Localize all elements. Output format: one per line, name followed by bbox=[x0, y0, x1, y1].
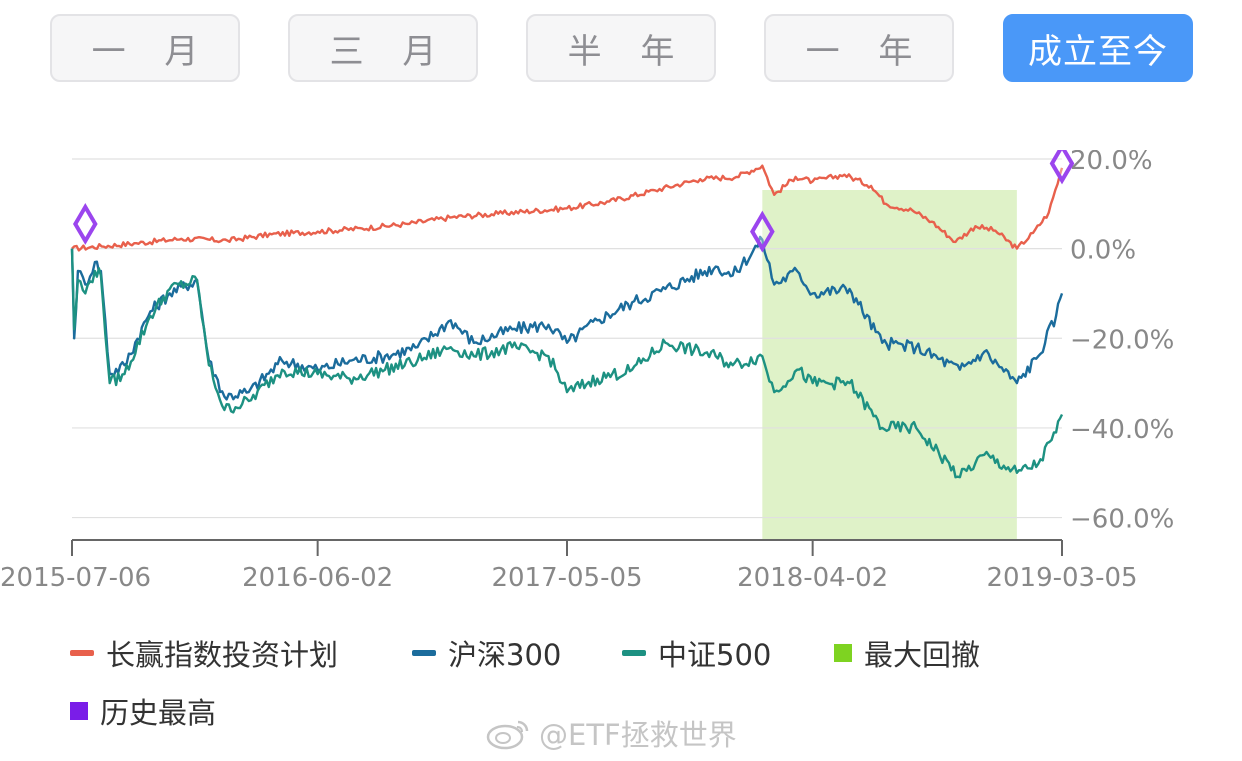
tab-half-year[interactable]: 半 年 bbox=[526, 14, 716, 82]
tab-three-months[interactable]: 三 月 bbox=[288, 14, 478, 82]
series-layer bbox=[70, 164, 1064, 479]
x-tick-label: 2015-07-06 bbox=[0, 563, 151, 593]
legend-swatch-plan bbox=[70, 650, 94, 656]
series-line-hs300 bbox=[70, 235, 1064, 401]
legend-swatch-history-high bbox=[70, 702, 88, 720]
drawdown-layer bbox=[762, 190, 1017, 540]
series-line-plan bbox=[71, 164, 1064, 252]
series-line-zz500 bbox=[70, 248, 1064, 479]
x-tick-label: 2019-03-05 bbox=[986, 563, 1137, 593]
weibo-icon bbox=[486, 720, 529, 750]
y-tick-label: −20.0% bbox=[1070, 325, 1174, 355]
legend-item-hs300[interactable]: 沪深300 bbox=[412, 632, 561, 674]
legend-item-zz500[interactable]: 中证500 bbox=[622, 632, 771, 674]
y-tick-label: 0.0% bbox=[1070, 236, 1136, 266]
y-tick-label: 20.0% bbox=[1070, 150, 1153, 176]
range-tabs: 一 月 三 月 半 年 一 年 成立至今 bbox=[0, 0, 1242, 100]
legend-item-max-drawdown[interactable]: 最大回撤 bbox=[834, 632, 980, 674]
tab-since-inception[interactable]: 成立至今 bbox=[1003, 14, 1193, 82]
watermark: @ETF拯救世界 bbox=[485, 712, 737, 754]
legend-swatch-zz500 bbox=[622, 650, 646, 656]
legend-label-plan: 长赢指数投资计划 bbox=[106, 638, 339, 672]
legend-label-history-high: 历史最高 bbox=[100, 696, 217, 730]
legend-label-max-drawdown: 最大回撤 bbox=[864, 638, 981, 672]
legend-item-plan[interactable]: 长赢指数投资计划 bbox=[70, 632, 338, 674]
axis-layer: 2015-07-06 2016-06-02 2017-05-05 2018-04-02… bbox=[0, 539, 1138, 593]
y-tick-label: −60.0% bbox=[1070, 505, 1174, 535]
legend-item-history-high[interactable]: 历史最高 bbox=[70, 690, 216, 732]
legend-swatch-hs300 bbox=[412, 650, 436, 656]
x-tick-label: 2018-04-02 bbox=[737, 563, 888, 593]
history-high-marker bbox=[72, 203, 98, 245]
legend-label-zz500: 中证500 bbox=[658, 638, 772, 672]
y-tick-label: −40.0% bbox=[1070, 415, 1174, 445]
watermark-text: @ETF拯救世界 bbox=[539, 718, 737, 752]
legend-label-hs300: 沪深300 bbox=[448, 638, 562, 672]
tab-one-month[interactable]: 一 月 bbox=[50, 14, 240, 82]
legend-swatch-max-drawdown bbox=[834, 644, 852, 662]
max-drawdown-band bbox=[762, 190, 1017, 540]
x-tick-label: 2016-06-02 bbox=[242, 563, 393, 593]
marker-layer bbox=[72, 150, 1075, 253]
x-tick-label: 2017-05-05 bbox=[491, 563, 642, 593]
history-high-marker bbox=[1049, 150, 1075, 185]
tab-one-year[interactable]: 一 年 bbox=[764, 14, 954, 82]
performance-chart: 20.0%0.0%−20.0%−40.0%−60.0% 2015-07-06 20… bbox=[0, 150, 1174, 593]
history-high-marker bbox=[750, 210, 775, 253]
